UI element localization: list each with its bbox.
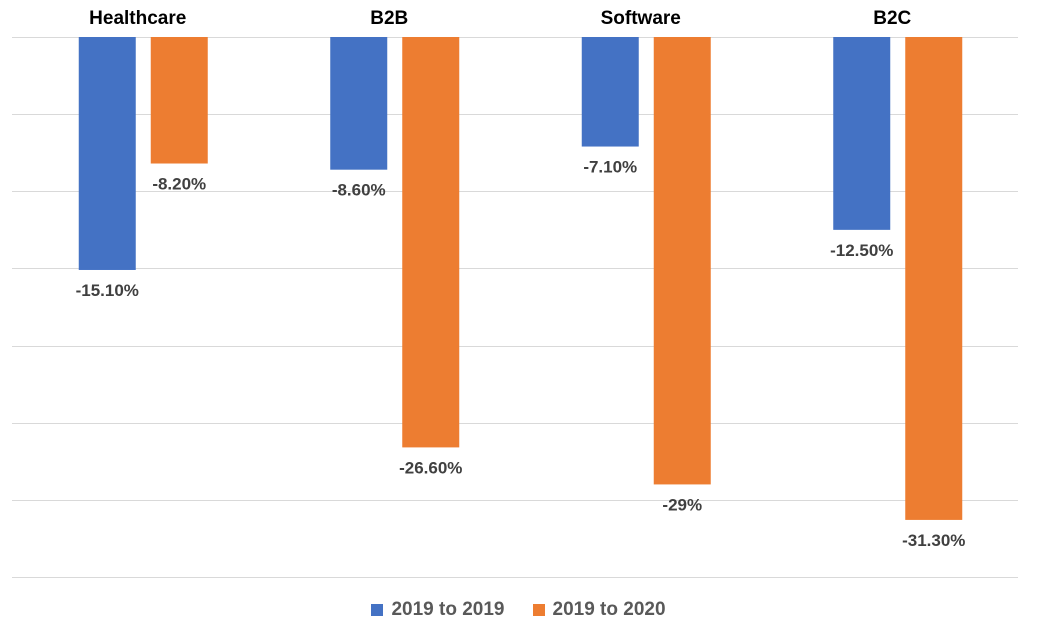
bar-series-2 [150,37,208,164]
bar-series-1 [78,37,136,270]
bar-series-2 [653,37,711,485]
category-label: B2C [873,8,911,29]
legend-swatch-series-2 [532,604,545,616]
legend-label-series-2: 2019 to 2020 [552,599,666,620]
bars-group [78,37,963,520]
category-labels-group: Healthcare B2B Software B2C [89,8,911,29]
bar-series-2 [905,37,963,520]
legend-item-series-1: 2019 to 2019 [371,599,505,621]
legend: 2019 to 2019 2019 to 2020 [0,596,1037,624]
data-label-series-2: -29% [662,495,702,514]
bar-series-2 [402,37,460,448]
data-label-series-2: -8.20% [152,175,206,194]
category-label: Software [601,8,681,29]
legend-label-series-1: 2019 to 2019 [391,599,505,620]
bar-series-1 [833,37,891,230]
legend-item-series-2: 2019 to 2020 [532,599,666,621]
bar-series-1 [330,37,388,170]
data-label-series-1: -7.10% [583,158,637,177]
category-label: Healthcare [89,8,186,29]
data-label-series-1: -12.50% [830,241,893,260]
data-label-series-1: -8.60% [332,181,386,200]
data-label-series-2: -26.60% [399,458,462,477]
data-label-series-2: -31.30% [902,531,965,550]
value-labels-group: -15.10% -8.20% -8.60% -26.60% -7.10% -29% -12.… [76,158,966,550]
category-label: B2B [370,8,408,29]
bar-series-1 [581,37,639,147]
data-label-series-1: -15.10% [76,281,139,300]
legend-swatch-series-1 [371,604,384,616]
